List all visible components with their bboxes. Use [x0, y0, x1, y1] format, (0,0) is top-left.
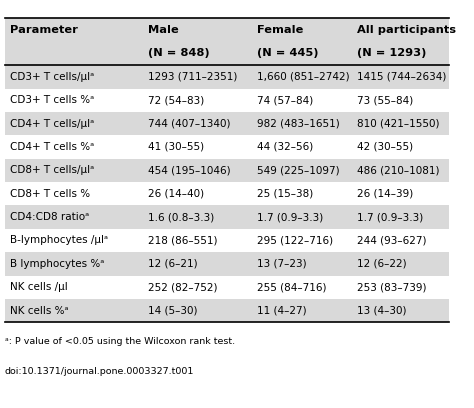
Text: 72 (54–83): 72 (54–83) — [148, 95, 204, 105]
Text: CD4+ T cells/μlᵃ: CD4+ T cells/μlᵃ — [10, 119, 94, 129]
Text: 244 (93–627): 244 (93–627) — [357, 235, 426, 246]
Text: Female: Female — [257, 25, 303, 35]
Text: 1415 (744–2634): 1415 (744–2634) — [357, 72, 446, 82]
Text: Male: Male — [148, 25, 179, 35]
Text: All participants: All participants — [357, 25, 456, 35]
Bar — [5, 42, 449, 65]
Bar — [5, 275, 449, 299]
Text: 74 (57–84): 74 (57–84) — [257, 95, 313, 105]
Text: 1.7 (0.9–3.3): 1.7 (0.9–3.3) — [357, 212, 423, 222]
Bar — [5, 135, 449, 159]
Text: 549 (225–1097): 549 (225–1097) — [257, 165, 339, 175]
Text: 295 (122–716): 295 (122–716) — [257, 235, 333, 246]
Text: CD3+ T cells %ᵃ: CD3+ T cells %ᵃ — [10, 95, 94, 105]
Text: Parameter: Parameter — [10, 25, 78, 35]
Text: 810 (421–1550): 810 (421–1550) — [357, 119, 439, 129]
Text: 1.6 (0.8–3.3): 1.6 (0.8–3.3) — [148, 212, 214, 222]
Text: 982 (483–1651): 982 (483–1651) — [257, 119, 340, 129]
Text: CD4+ T cells %ᵃ: CD4+ T cells %ᵃ — [10, 142, 94, 152]
Bar — [5, 159, 449, 182]
Text: 14 (5–30): 14 (5–30) — [148, 306, 198, 316]
Bar — [5, 182, 449, 205]
Text: (N = 1293): (N = 1293) — [357, 49, 426, 58]
Text: ᵃ: P value of <0.05 using the Wilcoxon rank test.: ᵃ: P value of <0.05 using the Wilcoxon r… — [5, 337, 235, 346]
Text: 486 (210–1081): 486 (210–1081) — [357, 165, 439, 175]
Text: 25 (15–38): 25 (15–38) — [257, 189, 313, 199]
Text: (N = 848): (N = 848) — [148, 49, 210, 58]
Text: B-lymphocytes /μlᵃ: B-lymphocytes /μlᵃ — [10, 235, 108, 246]
Text: 41 (30–55): 41 (30–55) — [148, 142, 204, 152]
Text: 44 (32–56): 44 (32–56) — [257, 142, 313, 152]
Text: 218 (86–551): 218 (86–551) — [148, 235, 218, 246]
Bar — [5, 65, 449, 89]
Bar — [5, 229, 449, 252]
Text: 1.7 (0.9–3.3): 1.7 (0.9–3.3) — [257, 212, 323, 222]
Text: 744 (407–1340): 744 (407–1340) — [148, 119, 231, 129]
Bar — [5, 89, 449, 112]
Text: NK cells %ᵃ: NK cells %ᵃ — [10, 306, 68, 316]
Text: CD3+ T cells/μlᵃ: CD3+ T cells/μlᵃ — [10, 72, 94, 82]
Text: CD8+ T cells %: CD8+ T cells % — [10, 189, 90, 199]
Text: 42 (30–55): 42 (30–55) — [357, 142, 413, 152]
Text: 12 (6–22): 12 (6–22) — [357, 259, 406, 269]
Text: NK cells /μl: NK cells /μl — [10, 282, 68, 292]
Text: 255 (84–716): 255 (84–716) — [257, 282, 327, 292]
Text: 1293 (711–2351): 1293 (711–2351) — [148, 72, 237, 82]
Bar — [5, 252, 449, 275]
Text: B lymphocytes %ᵃ: B lymphocytes %ᵃ — [10, 259, 104, 269]
Text: 13 (7–23): 13 (7–23) — [257, 259, 307, 269]
Text: 12 (6–21): 12 (6–21) — [148, 259, 198, 269]
Text: (N = 445): (N = 445) — [257, 49, 319, 58]
Text: 1,660 (851–2742): 1,660 (851–2742) — [257, 72, 350, 82]
Text: 454 (195–1046): 454 (195–1046) — [148, 165, 231, 175]
Text: CD4:CD8 ratioᵃ: CD4:CD8 ratioᵃ — [10, 212, 89, 222]
Text: 26 (14–39): 26 (14–39) — [357, 189, 413, 199]
Text: 253 (83–739): 253 (83–739) — [357, 282, 426, 292]
Bar — [5, 112, 449, 135]
Text: 11 (4–27): 11 (4–27) — [257, 306, 307, 316]
Bar — [5, 18, 449, 42]
Text: 13 (4–30): 13 (4–30) — [357, 306, 406, 316]
Text: 26 (14–40): 26 (14–40) — [148, 189, 204, 199]
Bar — [5, 299, 449, 322]
Bar — [5, 205, 449, 229]
Text: 252 (82–752): 252 (82–752) — [148, 282, 218, 292]
Text: CD8+ T cells/μlᵃ: CD8+ T cells/μlᵃ — [10, 165, 94, 175]
Text: doi:10.1371/journal.pone.0003327.t001: doi:10.1371/journal.pone.0003327.t001 — [5, 367, 194, 376]
Text: 73 (55–84): 73 (55–84) — [357, 95, 413, 105]
